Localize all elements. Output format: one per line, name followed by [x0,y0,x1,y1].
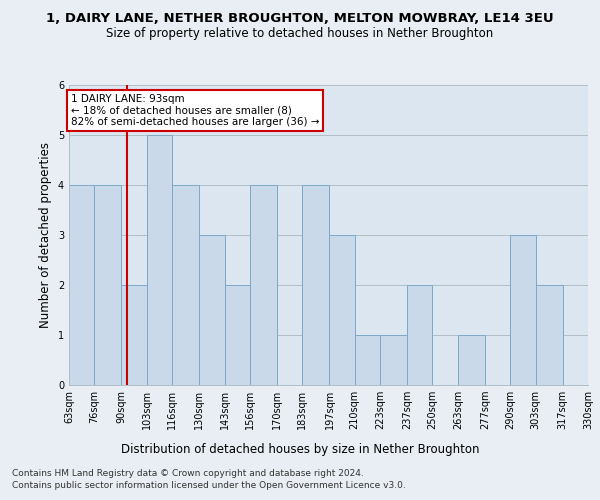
Bar [147,135,172,385]
Bar [458,335,485,385]
Bar [94,185,121,385]
Bar [224,285,250,385]
Text: Distribution of detached houses by size in Nether Broughton: Distribution of detached houses by size … [121,442,479,456]
Text: Size of property relative to detached houses in Nether Broughton: Size of property relative to detached ho… [106,28,494,40]
Bar [250,185,277,385]
Bar [199,235,224,385]
Text: Contains HM Land Registry data © Crown copyright and database right 2024.: Contains HM Land Registry data © Crown c… [12,468,364,477]
Bar [380,335,407,385]
Bar [329,235,355,385]
Bar [510,235,536,385]
Text: 1, DAIRY LANE, NETHER BROUGHTON, MELTON MOWBRAY, LE14 3EU: 1, DAIRY LANE, NETHER BROUGHTON, MELTON … [46,12,554,26]
Bar [302,185,329,385]
Bar [536,285,563,385]
Text: Contains public sector information licensed under the Open Government Licence v3: Contains public sector information licen… [12,481,406,490]
Bar [121,285,147,385]
Bar [172,185,199,385]
Y-axis label: Number of detached properties: Number of detached properties [40,142,52,328]
Bar [355,335,380,385]
Text: 1 DAIRY LANE: 93sqm
← 18% of detached houses are smaller (8)
82% of semi-detache: 1 DAIRY LANE: 93sqm ← 18% of detached ho… [71,94,319,127]
Bar [407,285,433,385]
Bar [69,185,94,385]
